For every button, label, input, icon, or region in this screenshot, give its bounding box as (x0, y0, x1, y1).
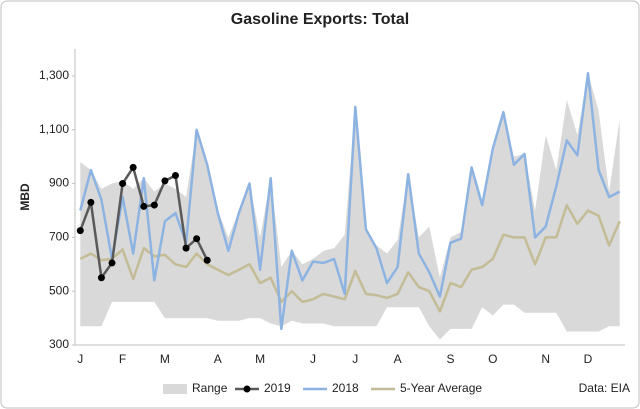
y-tick-label: 300 (49, 337, 69, 351)
x-tick-label: D (584, 352, 593, 366)
series-marker (140, 202, 148, 210)
series-marker (119, 180, 127, 188)
legend-marker (243, 385, 251, 393)
source-note: Data: EIA (579, 381, 630, 395)
series-marker (129, 163, 137, 171)
x-tick-label: A (214, 352, 222, 366)
series-marker (182, 244, 190, 252)
series-marker (171, 171, 179, 179)
x-tick-label: J (310, 352, 316, 366)
series-line (79, 203, 621, 313)
series-marker (193, 235, 201, 243)
y-tick-label: 500 (49, 283, 69, 297)
series-marker (150, 201, 158, 209)
x-tick-label: F (119, 352, 126, 366)
series-marker (87, 198, 95, 206)
legend-swatch (163, 384, 187, 394)
legend-label: Range (192, 381, 228, 395)
x-tick-label: O (488, 352, 497, 366)
y-axis-label: MBD (18, 183, 32, 211)
x-tick-label: N (541, 352, 550, 366)
legend-label: 2019 (264, 381, 291, 395)
series-marker (76, 227, 84, 235)
y-tick-label: 1,100 (39, 122, 69, 136)
x-tick-label: J (77, 352, 83, 366)
x-tick-label: M (160, 352, 170, 366)
legend-label: 2018 (332, 381, 359, 395)
y-tick-label: 700 (49, 230, 69, 244)
series-marker (161, 177, 169, 185)
y-tick-label: 900 (49, 176, 69, 190)
series-marker (97, 274, 105, 282)
series-line (79, 71, 621, 331)
x-tick-label: S (446, 352, 454, 366)
x-tick-label: M (255, 352, 265, 366)
x-tick-label: J (352, 352, 358, 366)
x-tick-label: A (394, 352, 402, 366)
legend-label: 5-Year Average (400, 381, 482, 395)
series-marker (108, 259, 116, 267)
series-marker (203, 256, 211, 264)
y-tick-label: 1,300 (39, 68, 69, 82)
chart-title: Gasoline Exports: Total (231, 11, 409, 28)
